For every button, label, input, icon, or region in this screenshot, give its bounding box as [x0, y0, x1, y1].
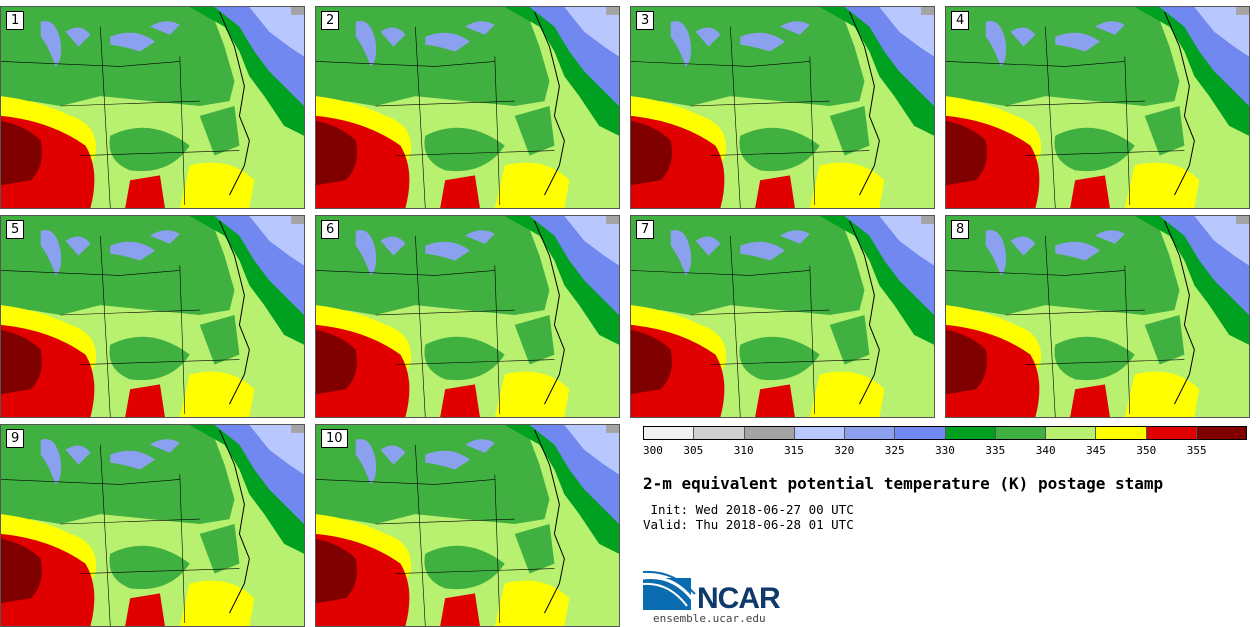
map-panel-5: 5	[0, 215, 305, 418]
panel-label: 9	[6, 429, 25, 448]
init-time: Init: Wed 2018-06-27 00 UTC	[643, 502, 854, 517]
colorbar-tick-label: 340	[1035, 444, 1056, 457]
colorbar-segment	[945, 427, 996, 439]
colorbar-segment	[744, 427, 795, 439]
colorbar-tick-label: 330	[935, 444, 955, 457]
colorbar-segment	[995, 427, 1046, 439]
colorbar-segment	[644, 427, 695, 439]
colorbar-tick-label: 350	[1136, 444, 1157, 457]
colorbar-segment	[794, 427, 845, 439]
colorbar-tick-label: 305	[683, 444, 704, 457]
valid-time: Valid: Thu 2018-06-28 01 UTC	[643, 517, 854, 532]
website: ensemble.ucar.edu	[653, 612, 766, 625]
colorbar-tick-label: 300	[643, 444, 663, 457]
colorbar-ticks: 300 305 310 315 320 325 330 335 340 345 350 355	[643, 444, 1247, 458]
map-panel-1: 1	[0, 6, 305, 209]
colorbar-segment	[845, 427, 896, 439]
colorbar-segment	[895, 427, 946, 439]
ncar-logo-icon	[643, 570, 696, 610]
colorbar-segment	[1146, 427, 1197, 439]
panel-label: 4	[951, 11, 970, 30]
chart-title: 2-m equivalent potential temperature (K)…	[643, 474, 1164, 493]
colorbar-tick-label: 310	[733, 444, 754, 457]
map-panel-9: 9	[0, 424, 305, 627]
panel-label: 8	[951, 220, 970, 239]
panel-label: 10	[321, 429, 348, 448]
map-panel-2: 2	[315, 6, 620, 209]
colorbar-tick-label: 335	[985, 444, 1006, 457]
map-panel-4: 4	[945, 6, 1250, 209]
colorbar	[643, 426, 1247, 440]
colorbar-tick-label: 345	[1086, 444, 1106, 457]
map-panel-8: 8	[945, 215, 1250, 418]
panel-label: 2	[321, 11, 340, 30]
colorbar-tick-label: 315	[784, 444, 804, 457]
panel-label: 5	[6, 220, 25, 239]
map-panel-7: 7	[630, 215, 935, 418]
map-panel-6: 6	[315, 215, 620, 418]
colorbar-tick-label: 355	[1186, 444, 1207, 457]
panel-label: 7	[636, 220, 655, 239]
panel-label: 1	[6, 11, 25, 30]
logo-text: NCAR	[697, 582, 781, 615]
panel-label: 6	[321, 220, 340, 239]
map-panel-10: 10	[315, 424, 620, 627]
colorbar-segment	[1196, 427, 1246, 439]
colorbar-tick-label: 325	[884, 444, 905, 457]
colorbar-segment	[1096, 427, 1147, 439]
colorbar-segment	[1046, 427, 1097, 439]
colorbar-tick-label: 320	[834, 444, 855, 457]
colorbar-segment	[694, 427, 745, 439]
map-panel-3: 3	[630, 6, 935, 209]
panel-label: 3	[636, 11, 655, 30]
